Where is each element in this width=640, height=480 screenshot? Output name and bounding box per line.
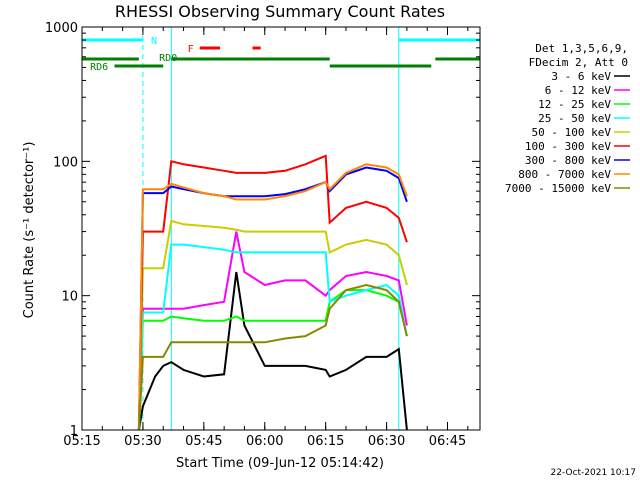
y-tick-label: 1 xyxy=(70,424,78,439)
legend-header: FDecim 2, Att 0 xyxy=(529,56,628,69)
series-line xyxy=(137,271,408,431)
legend: Det 1,3,5,6,9,FDecim 2, Att 03 - 6 keV6 … xyxy=(505,42,630,195)
x-tick-label: 05:15 xyxy=(63,434,100,449)
series-line xyxy=(137,163,408,431)
series-line xyxy=(137,231,408,431)
data-layer: N F RD0 RD6 xyxy=(81,27,481,431)
legend-entry-label: 300 - 800 keV xyxy=(525,154,611,167)
series-line xyxy=(137,289,408,431)
series-line xyxy=(137,283,408,431)
series-line xyxy=(137,154,408,431)
legend-entry-label: 25 - 50 keV xyxy=(538,112,611,125)
x-tick-label: 06:15 xyxy=(307,434,344,449)
series-line xyxy=(137,166,408,431)
x-tick-label: 06:45 xyxy=(429,434,466,449)
legend-entry-label: 12 - 25 keV xyxy=(538,98,611,111)
y-tick-label: 1000 xyxy=(45,21,78,36)
x-tick-label: 05:30 xyxy=(124,434,161,449)
x-tick-label: 05:45 xyxy=(185,434,222,449)
legend-entry-label: 7000 - 15000 keV xyxy=(505,182,611,195)
legend-entry-label: 6 - 12 keV xyxy=(545,84,612,97)
y-tick-label: 100 xyxy=(53,155,78,170)
legend-entry-label: 100 - 300 keV xyxy=(525,140,611,153)
night-flag-label: N xyxy=(151,36,157,47)
legend-entry-label: 800 - 7000 keV xyxy=(518,168,611,181)
series-line xyxy=(137,219,408,431)
rd6-flag-label: RD6 xyxy=(90,62,108,73)
axes: 05:15 05:30 05:45 06:00 06:15 06:30 06:45 1 10 10… xyxy=(45,21,480,449)
x-tick-label: 06:00 xyxy=(246,434,283,449)
legend-header: Det 1,3,5,6,9, xyxy=(535,42,628,55)
x-tick-label: 06:30 xyxy=(368,434,405,449)
x-axis-label: Start Time (09-Jun-12 05:14:42) xyxy=(176,456,384,471)
y-axis-label: Count Rate (s⁻¹ detector⁻¹) xyxy=(22,142,37,319)
chart-title: RHESSI Observing Summary Count Rates xyxy=(115,2,445,21)
timestamp: 22-Oct-2021 10:17 xyxy=(551,468,636,478)
legend-entry-label: 50 - 100 keV xyxy=(532,126,612,139)
series-line xyxy=(137,243,408,431)
y-tick-label: 10 xyxy=(61,290,78,305)
plot-frame xyxy=(81,26,481,431)
rd0-flag-label: RD0 xyxy=(159,53,177,64)
saa-flag-label: F xyxy=(188,44,194,55)
legend-entry-label: 3 - 6 keV xyxy=(551,70,611,83)
